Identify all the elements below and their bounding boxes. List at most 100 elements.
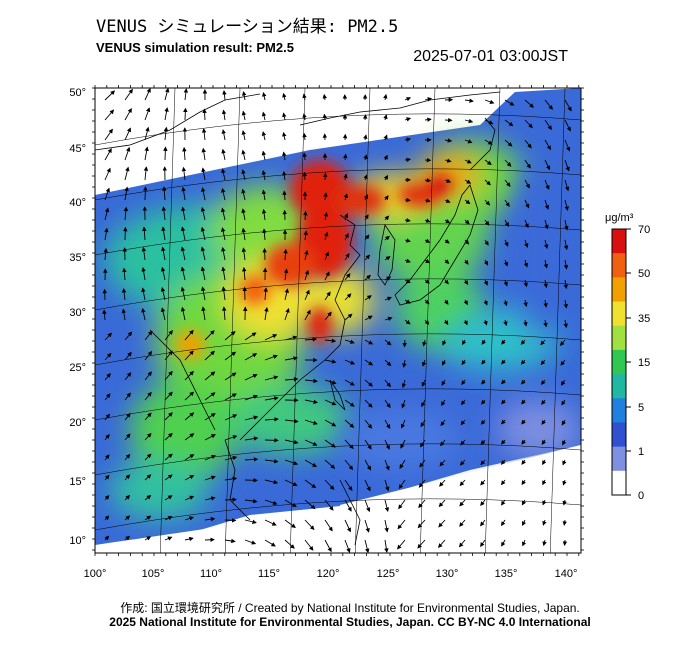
wind-arrow: [523, 259, 529, 268]
wind-arrow: [544, 99, 553, 110]
wind-arrow: [181, 186, 186, 201]
wind-arrow: [124, 108, 132, 121]
wind-arrow: [563, 319, 568, 329]
wind-arrow: [541, 399, 546, 405]
wind-arrow: [264, 334, 278, 341]
wind-arrow: [160, 266, 166, 281]
wind-arrow: [543, 319, 548, 328]
wind-arrow: [244, 353, 258, 361]
wind-arrow: [221, 109, 227, 121]
wind-arrow: [344, 339, 355, 344]
wind-arrow: [397, 539, 406, 550]
wind-arrow: [282, 190, 287, 201]
wind-arrow: [224, 331, 236, 341]
wind-arrow: [200, 246, 206, 261]
wind-arrow: [324, 479, 335, 490]
wind-arrow: [200, 226, 206, 241]
wind-arrow: [201, 147, 206, 161]
wind-arrow: [344, 459, 354, 471]
wind-arrow: [304, 499, 316, 510]
wind-arrow: [224, 455, 238, 461]
wind-arrow: [424, 97, 433, 102]
wind-arrow: [302, 93, 307, 101]
wind-arrow: [144, 107, 151, 121]
wind-arrow: [483, 319, 488, 326]
wind-arrow: [364, 519, 370, 533]
wind-arrow: [458, 539, 466, 548]
wind-arrow: [438, 539, 446, 548]
wind-arrow: [241, 266, 247, 281]
wind-arrow: [464, 159, 472, 164]
wind-arrow: [264, 519, 277, 526]
wind-arrow: [204, 475, 216, 481]
wind-arrow: [104, 495, 110, 501]
wind-arrow: [521, 499, 527, 506]
wind-arrow: [464, 139, 473, 144]
wind-arrow: [344, 439, 354, 450]
wind-arrow: [344, 293, 352, 301]
wind-arrow: [543, 279, 548, 289]
wind-arrow: [124, 146, 131, 161]
wind-arrow: [144, 412, 152, 421]
wind-arrow: [424, 299, 430, 305]
wind-arrow: [221, 187, 226, 201]
wind-arrow: [398, 499, 406, 510]
wind-arrow: [480, 539, 486, 548]
wind-arrow: [224, 414, 238, 421]
lat-tick-label: 15°: [69, 476, 86, 488]
wind-arrow: [241, 227, 246, 241]
wind-arrow: [241, 110, 247, 121]
wind-arrow: [564, 219, 569, 231]
wind-arrow: [562, 519, 567, 526]
wind-arrow: [383, 93, 388, 101]
wind-arrow: [304, 459, 317, 467]
wind-arrow: [261, 170, 267, 181]
wind-arrow: [384, 539, 389, 553]
wind-arrow: [461, 379, 466, 386]
wind-arrow: [461, 359, 466, 366]
wind-arrow: [282, 92, 287, 101]
wind-arrow: [244, 415, 259, 421]
wind-arrow: [344, 379, 355, 386]
wind-arrow: [363, 154, 368, 161]
wind-arrow: [464, 199, 471, 205]
wind-arrow: [500, 479, 506, 486]
wind-arrow: [560, 359, 566, 366]
wind-arrow: [201, 187, 206, 201]
wind-arrow: [464, 118, 474, 124]
wind-arrow: [261, 92, 267, 101]
wind-arrow: [124, 372, 132, 381]
wind-arrow: [104, 535, 110, 541]
wind-arrow: [424, 279, 430, 284]
wind-arrow: [164, 516, 173, 521]
wind-arrow: [304, 479, 317, 489]
wind-arrow: [204, 350, 215, 361]
wind-arrow: [484, 239, 489, 246]
wind-arrow: [124, 494, 131, 501]
wind-arrow: [264, 479, 279, 485]
wind-arrow: [221, 246, 226, 261]
wind-arrow: [544, 199, 550, 210]
wind-arrow: [384, 256, 391, 261]
wind-arrow: [304, 337, 318, 342]
wind-arrow: [404, 157, 411, 163]
wind-arrow: [184, 536, 194, 542]
wind-arrow: [520, 339, 526, 345]
wind-arrow: [444, 138, 453, 143]
wind-arrow: [542, 539, 547, 547]
wind-arrow: [364, 339, 374, 345]
wind-arrow: [444, 259, 450, 265]
wind-arrow: [284, 356, 298, 361]
wind-arrow: [264, 375, 279, 381]
wind-arrow: [544, 239, 549, 250]
wind-arrow: [564, 179, 570, 192]
wind-arrow: [501, 359, 506, 365]
colorbar-label: 15: [638, 357, 650, 369]
wind-arrow: [180, 246, 186, 261]
wind-arrow: [424, 198, 431, 203]
wind-arrow: [323, 192, 328, 201]
wind-arrow: [180, 266, 186, 281]
wind-arrow: [544, 159, 551, 171]
wind-arrow: [282, 151, 287, 161]
wind-arrow: [104, 167, 111, 181]
